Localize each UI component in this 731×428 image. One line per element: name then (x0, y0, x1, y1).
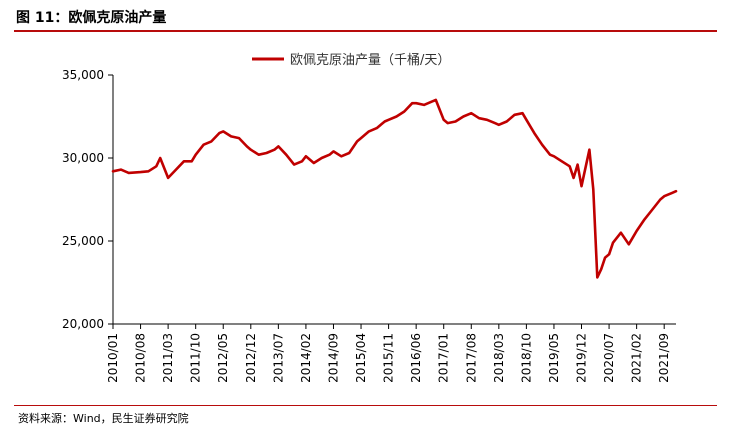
y-tick-label: 35,000 (62, 68, 104, 82)
x-tick-label: 2014/02 (299, 333, 313, 383)
x-tick-label: 2021/09 (657, 333, 671, 383)
x-tick-label: 2021/02 (630, 333, 644, 383)
legend-label: 欧佩克原油产量（千桶/天） (290, 53, 450, 68)
x-tick-label: 2012/05 (216, 333, 230, 383)
x-tick-label: 2017/01 (437, 333, 451, 383)
y-tick-label: 20,000 (62, 317, 104, 331)
x-tick-label: 2018/10 (519, 333, 533, 383)
x-tick-label: 2016/06 (409, 333, 423, 383)
x-tick-label: 2019/05 (547, 333, 561, 383)
x-tick-label: 2010/01 (106, 333, 120, 383)
title-divider (14, 30, 717, 32)
x-axis-ticks: 2010/01 2010/08 2011/03 2011/10 2012/05 2012/… (106, 324, 671, 383)
series-layer (111, 98, 678, 279)
x-tick-label: 2015/11 (382, 333, 396, 383)
x-tick-label: 2012/12 (244, 333, 258, 383)
y-tick-label: 25,000 (62, 234, 104, 248)
x-tick-label: 2011/03 (161, 333, 175, 383)
x-tick-label: 2015/04 (354, 333, 368, 383)
x-tick-label: 2020/07 (602, 333, 616, 383)
figure-title: 图 11：欧佩克原油产量 (16, 10, 167, 26)
footer-divider (14, 405, 717, 406)
x-tick-label: 2011/10 (189, 333, 203, 383)
source-note: 资料来源：Wind，民生证券研究院 (18, 412, 189, 425)
x-tick-label: 2018/03 (492, 333, 506, 383)
x-tick-label: 2013/07 (271, 333, 285, 383)
line-chart: 欧佩克原油产量（千桶/天） 20,000 25,000 30,000 35,000 2… (62, 53, 678, 383)
series-line-0 (111, 98, 678, 279)
legend: 欧佩克原油产量（千桶/天） (252, 53, 450, 68)
y-tick-label: 30,000 (62, 151, 104, 165)
x-tick-label: 2017/08 (464, 333, 478, 383)
x-tick-label: 2014/09 (326, 333, 340, 383)
y-axis-ticks: 20,000 25,000 30,000 35,000 (62, 68, 113, 331)
x-tick-label: 2019/12 (575, 333, 589, 383)
x-tick-label: 2010/08 (134, 333, 148, 383)
